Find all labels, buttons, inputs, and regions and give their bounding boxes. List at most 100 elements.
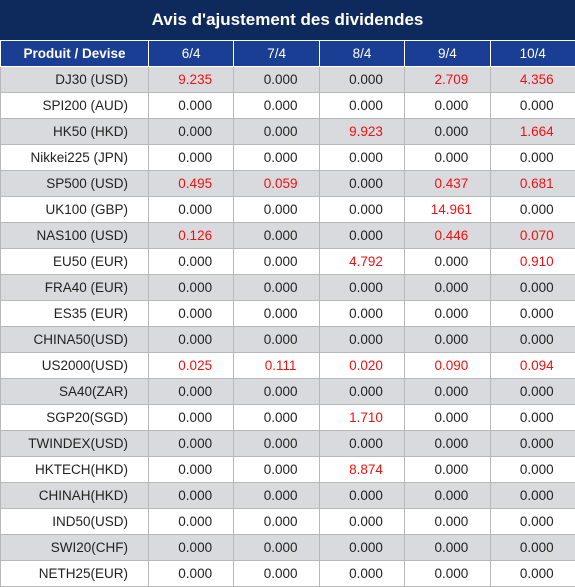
table-row: DJ30 (USD) 9.235 0.000 0.000 2.709 4.356 — [0, 66, 575, 93]
product-cell: HK50 (HKD) — [0, 118, 149, 145]
table-row: EU50 (EUR) 0.000 0.000 4.792 0.000 0.910 — [0, 248, 575, 275]
table-row: SGP20(SGD) 0.000 0.000 1.710 0.000 0.000 — [0, 404, 575, 431]
value-cell: 0.000 — [233, 326, 320, 353]
column-header-date: 8/4 — [318, 40, 406, 67]
value-cell: 0.000 — [489, 404, 575, 431]
value-cell: 0.000 — [233, 534, 320, 561]
value-cell: 0.000 — [147, 404, 235, 431]
product-cell: NAS100 (USD) — [0, 222, 149, 249]
value-cell: 0.000 — [147, 508, 235, 535]
value-cell: 0.126 — [147, 222, 235, 249]
value-cell: 0.000 — [489, 274, 575, 301]
value-cell: 0.000 — [233, 66, 320, 93]
value-cell: 14.961 — [404, 196, 491, 223]
value-cell: 0.000 — [404, 560, 491, 587]
value-cell: 4.356 — [489, 66, 575, 93]
value-cell: 0.000 — [233, 274, 320, 301]
value-cell: 0.000 — [404, 404, 491, 431]
value-cell: 0.000 — [489, 196, 575, 223]
value-cell: 1.664 — [489, 118, 575, 145]
value-cell: 0.000 — [318, 274, 406, 301]
value-cell: 0.000 — [233, 222, 320, 249]
value-cell: 0.000 — [233, 560, 320, 587]
value-cell: 0.000 — [233, 378, 320, 405]
product-cell: SGP20(SGD) — [0, 404, 149, 431]
table-row: SPI200 (AUD) 0.000 0.000 0.000 0.000 0.000 — [0, 92, 575, 119]
value-cell: 0.495 — [147, 170, 235, 197]
page-title: Avis d'ajustement des dividendes — [0, 0, 575, 40]
value-cell: 0.000 — [404, 326, 491, 353]
value-cell: 0.437 — [404, 170, 491, 197]
value-cell: 0.000 — [318, 508, 406, 535]
value-cell: 0.000 — [489, 508, 575, 535]
value-cell: 0.000 — [318, 378, 406, 405]
product-cell: US2000(USD) — [0, 352, 149, 379]
value-cell: 0.000 — [404, 456, 491, 483]
table-row: CHINA50(USD) 0.000 0.000 0.000 0.000 0.000 — [0, 326, 575, 353]
table-row: Nikkei225 (JPN) 0.000 0.000 0.000 0.000 0.000 — [0, 144, 575, 171]
value-cell: 0.000 — [147, 274, 235, 301]
dividend-table: Produit / Devise 6/4 7/4 8/4 9/4 10/4 DJ… — [0, 40, 575, 587]
value-cell: 0.000 — [147, 456, 235, 483]
column-header-product: Produit / Devise — [0, 40, 149, 67]
table-row: SP500 (USD) 0.495 0.059 0.000 0.437 0.681 — [0, 170, 575, 197]
value-cell: 0.025 — [147, 352, 235, 379]
value-cell: 0.000 — [404, 248, 491, 275]
value-cell: 0.000 — [233, 144, 320, 171]
value-cell: 0.000 — [233, 196, 320, 223]
value-cell: 0.000 — [318, 300, 406, 327]
table-row: HK50 (HKD) 0.000 0.000 9.923 0.000 1.664 — [0, 118, 575, 145]
table-row: IND50(USD) 0.000 0.000 0.000 0.000 0.000 — [0, 508, 575, 535]
product-cell: SA40(ZAR) — [0, 378, 149, 405]
value-cell: 0.681 — [489, 170, 575, 197]
table-row: NETH25(EUR) 0.000 0.000 0.000 0.000 0.000 — [0, 560, 575, 587]
value-cell: 9.235 — [147, 66, 235, 93]
value-cell: 0.000 — [489, 300, 575, 327]
value-cell: 0.000 — [233, 300, 320, 327]
value-cell: 0.000 — [404, 144, 491, 171]
value-cell: 0.000 — [233, 482, 320, 509]
value-cell: 0.020 — [318, 352, 406, 379]
product-cell: SP500 (USD) — [0, 170, 149, 197]
value-cell: 0.000 — [489, 326, 575, 353]
value-cell: 0.000 — [147, 92, 235, 119]
value-cell: 0.000 — [318, 170, 406, 197]
value-cell: 0.000 — [147, 326, 235, 353]
product-cell: SPI200 (AUD) — [0, 92, 149, 119]
value-cell: 0.000 — [147, 482, 235, 509]
table-row: CHINAH(HKD) 0.000 0.000 0.000 0.000 0.000 — [0, 482, 575, 509]
value-cell: 0.000 — [318, 66, 406, 93]
value-cell: 0.000 — [147, 430, 235, 457]
table-row: SWI20(CHF) 0.000 0.000 0.000 0.000 0.000 — [0, 534, 575, 561]
value-cell: 0.000 — [404, 300, 491, 327]
value-cell: 0.000 — [489, 430, 575, 457]
value-cell: 0.000 — [404, 378, 491, 405]
value-cell: 0.000 — [404, 508, 491, 535]
product-cell: TWINDEX(USD) — [0, 430, 149, 457]
column-header-date: 7/4 — [233, 40, 320, 67]
value-cell: 1.710 — [318, 404, 406, 431]
value-cell: 0.000 — [147, 560, 235, 587]
value-cell: 0.000 — [404, 92, 491, 119]
value-cell: 0.000 — [404, 482, 491, 509]
value-cell: 0.059 — [233, 170, 320, 197]
value-cell: 0.000 — [147, 534, 235, 561]
value-cell: 0.000 — [489, 92, 575, 119]
value-cell: 0.000 — [233, 430, 320, 457]
table-row: NAS100 (USD) 0.126 0.000 0.000 0.446 0.070 — [0, 222, 575, 249]
value-cell: 0.000 — [233, 508, 320, 535]
value-cell: 0.000 — [318, 222, 406, 249]
value-cell: 0.000 — [147, 144, 235, 171]
product-cell: ES35 (EUR) — [0, 300, 149, 327]
value-cell: 0.000 — [404, 430, 491, 457]
value-cell: 0.000 — [318, 326, 406, 353]
value-cell: 0.000 — [147, 300, 235, 327]
column-header-date: 9/4 — [404, 40, 491, 67]
value-cell: 0.000 — [233, 118, 320, 145]
value-cell: 0.070 — [489, 222, 575, 249]
value-cell: 0.000 — [489, 534, 575, 561]
product-cell: SWI20(CHF) — [0, 534, 149, 561]
product-cell: EU50 (EUR) — [0, 248, 149, 275]
value-cell: 0.000 — [233, 404, 320, 431]
table-row: FRA40 (EUR) 0.000 0.000 0.000 0.000 0.000 — [0, 274, 575, 301]
